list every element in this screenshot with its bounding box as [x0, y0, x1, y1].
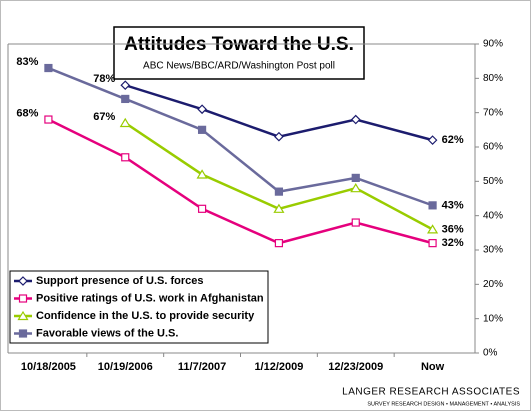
- data-label: 62%: [442, 134, 464, 146]
- marker: [351, 218, 360, 227]
- x-tick-label: 10/19/2006: [98, 361, 153, 373]
- marker: [274, 131, 284, 142]
- marker: [119, 117, 131, 128]
- data-label: 32%: [442, 237, 464, 249]
- marker: [197, 125, 207, 134]
- marker: [274, 239, 284, 248]
- x-tick-label: Now: [421, 361, 445, 373]
- data-label: 36%: [442, 223, 464, 235]
- footer-tagline: SURVEY RESEARCH DESIGN • MANAGEMENT • AN…: [367, 401, 520, 407]
- marker: [350, 183, 362, 193]
- y-tick-label: 10%: [483, 313, 503, 324]
- marker: [44, 63, 53, 73]
- marker: [18, 276, 28, 286]
- title-box: [113, 26, 365, 80]
- marker: [197, 204, 207, 213]
- legend-label: Positive ratings of U.S. work in Afghani…: [36, 292, 264, 304]
- marker: [17, 310, 29, 321]
- y-tick-label: 70%: [483, 107, 503, 118]
- legend-label: Favorable views of the U.S.: [36, 327, 178, 339]
- x-tick-label: 11/7/2007: [178, 361, 226, 373]
- chart-title: Attitudes Toward the U.S.: [124, 34, 354, 55]
- legend-label: Support presence of U.S. forces: [36, 275, 203, 287]
- marker: [44, 115, 53, 124]
- y-tick-label: 90%: [483, 39, 503, 50]
- marker: [428, 239, 437, 248]
- y-tick-label: 80%: [483, 73, 503, 84]
- marker: [18, 329, 28, 338]
- y-tick-label: 0%: [483, 348, 498, 359]
- marker: [120, 80, 131, 91]
- marker: [196, 169, 208, 179]
- marker: [427, 135, 438, 145]
- marker: [350, 114, 361, 125]
- marker: [197, 104, 207, 115]
- data-label: 78%: [93, 73, 115, 85]
- marker: [273, 203, 285, 213]
- x-tick-label: 10/18/2005: [21, 361, 76, 373]
- legend-box: [9, 270, 269, 344]
- y-tick-label: 60%: [483, 142, 503, 153]
- chart-subtitle: ABC News/BBC/ARD/Washington Post poll: [143, 61, 335, 72]
- data-label: 67%: [93, 111, 115, 123]
- data-label: 68%: [16, 107, 38, 119]
- marker: [121, 94, 130, 104]
- marker: [427, 224, 439, 234]
- series-line: [47, 118, 433, 245]
- y-tick-label: 20%: [483, 279, 503, 290]
- y-tick-label: 30%: [483, 245, 503, 256]
- marker: [274, 187, 284, 196]
- series-line: [47, 66, 434, 207]
- x-tick-label: 1/12/2009: [254, 361, 303, 373]
- legend-label: Confidence in the U.S. to provide securi…: [36, 310, 255, 322]
- marker: [428, 201, 437, 210]
- marker: [351, 173, 360, 182]
- data-label: 83%: [16, 56, 38, 68]
- y-tick-label: 50%: [483, 176, 503, 187]
- y-tick-label: 40%: [483, 210, 503, 221]
- marker: [121, 153, 130, 162]
- data-label: 43%: [442, 199, 464, 211]
- x-tick-label: 12/23/2009: [328, 361, 383, 373]
- footer-name: LANGER RESEARCH ASSOCIATES: [342, 387, 520, 398]
- marker: [18, 294, 28, 303]
